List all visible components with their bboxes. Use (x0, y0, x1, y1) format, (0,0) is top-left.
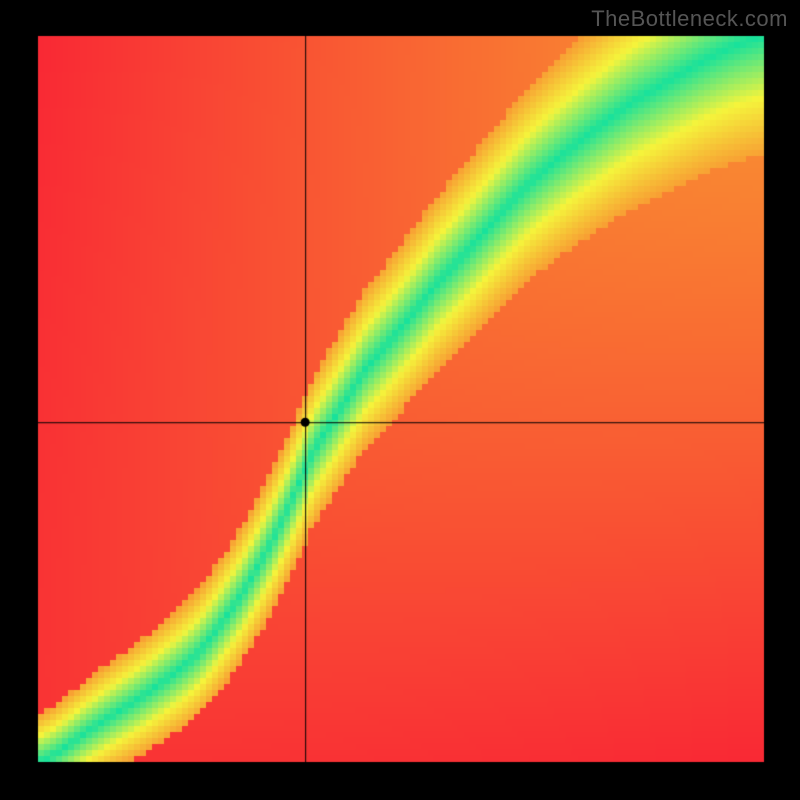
watermark-text: TheBottleneck.com (591, 6, 788, 32)
chart-container: TheBottleneck.com (0, 0, 800, 800)
heatmap-canvas (0, 0, 800, 800)
